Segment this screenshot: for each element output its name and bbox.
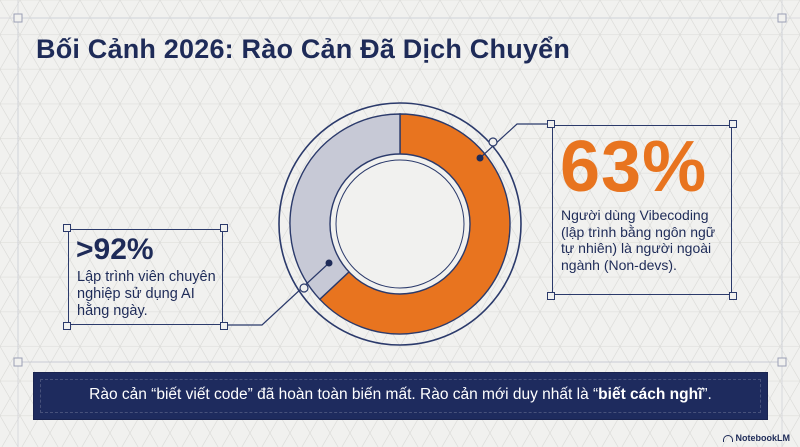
frame-corner bbox=[729, 120, 737, 128]
connector-left bbox=[224, 262, 330, 326]
stat-box-left: >92% Lập trình viên chuyên nghiệp sử dụn… bbox=[63, 224, 228, 330]
frame-corner bbox=[63, 322, 71, 330]
stat-value-left: >92% bbox=[76, 233, 154, 266]
logo-text: NotebookLM bbox=[735, 433, 791, 443]
stat-box-frame bbox=[552, 125, 732, 295]
stat-box-frame bbox=[68, 229, 223, 325]
stat-description-left: Lập trình viên chuyên nghiệp sử dụng AI … bbox=[77, 269, 216, 319]
banner-text-start: Rào cản “biết viết code” đã hoàn toàn bi… bbox=[89, 386, 599, 403]
stat-description-right: Người dùng Vibecoding (lập trình bằng ng… bbox=[561, 207, 716, 273]
donut-inner-ring bbox=[335, 159, 465, 289]
notebooklm-logo-icon bbox=[722, 434, 733, 442]
conclusion-banner: Rào cản “biết viết code” đã hoàn toàn bi… bbox=[33, 372, 768, 420]
frame-corner bbox=[547, 292, 555, 300]
connector-left-node bbox=[299, 283, 309, 293]
frame-corner bbox=[547, 120, 555, 128]
donut-inner-hole bbox=[329, 153, 471, 295]
connector-left-dot bbox=[325, 259, 333, 267]
page-title: Bối Cảnh 2026: Rào Cản Đã Dịch Chuyển bbox=[36, 34, 571, 64]
connector-right bbox=[479, 123, 552, 159]
banner-text: Rào cản “biết viết code” đã hoàn toàn bi… bbox=[34, 386, 767, 404]
frame-corner bbox=[729, 292, 737, 300]
banner-text-end: ”. bbox=[702, 386, 712, 403]
notebooklm-logo: NotebookLM bbox=[722, 433, 791, 443]
frame-corner bbox=[220, 224, 228, 232]
connector-right-node bbox=[488, 137, 498, 147]
connector-right-dot bbox=[476, 154, 484, 162]
banner-text-bold: biết cách nghĩ bbox=[598, 386, 703, 403]
stat-box-right: 63% Người dùng Vibecoding (lập trình bằn… bbox=[547, 120, 737, 300]
frame-corner bbox=[63, 224, 71, 232]
stat-value-right: 63% bbox=[560, 127, 708, 207]
frame-corner bbox=[220, 322, 228, 330]
donut-outer-ring bbox=[278, 102, 522, 346]
banner-inner-frame bbox=[40, 379, 761, 413]
